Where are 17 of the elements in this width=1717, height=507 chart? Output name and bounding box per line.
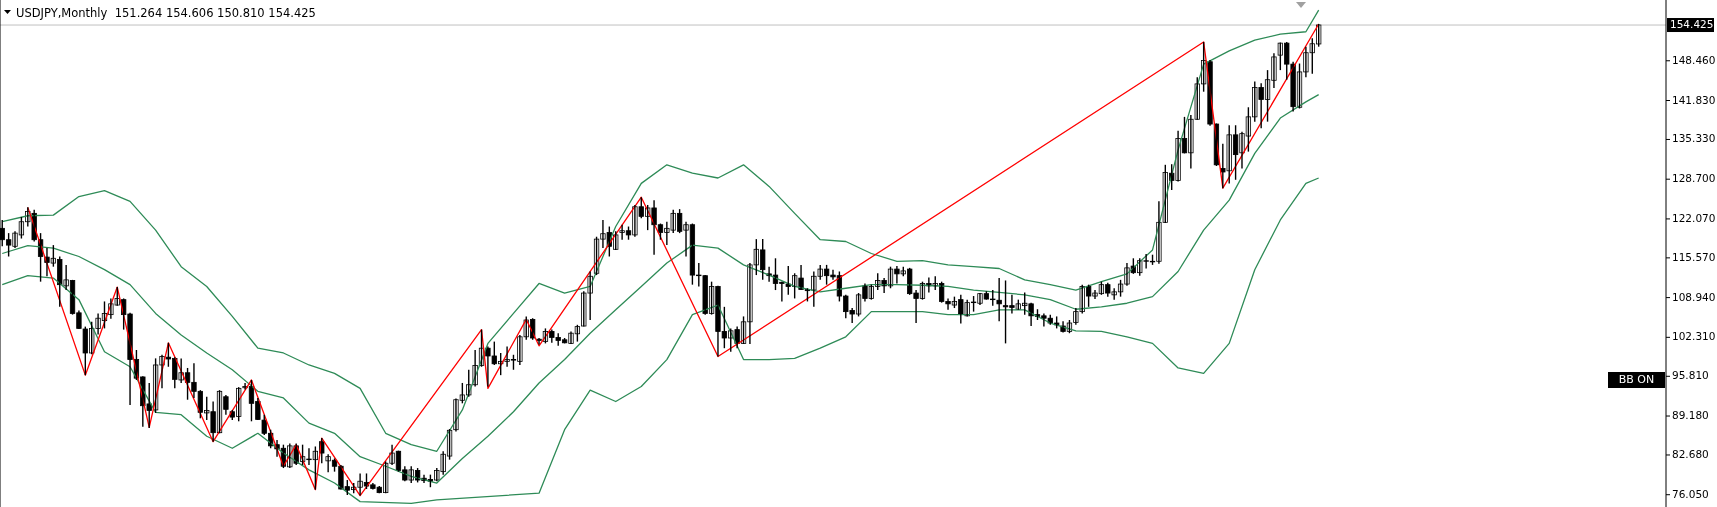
y-tick-label: 82.680	[1672, 447, 1709, 460]
y-tick-label: 95.810	[1672, 369, 1709, 382]
y-tick-label: 102.310	[1672, 330, 1716, 343]
y-tick-label: 135.330	[1672, 132, 1716, 145]
line-series	[1, 94, 1320, 484]
y-tick-label: 122.070	[1672, 211, 1716, 224]
y-tick-label: 108.940	[1672, 290, 1716, 303]
y-tick-label: 141.830	[1672, 93, 1716, 106]
y-tick-label: 76.050	[1672, 487, 1709, 500]
y-tick-label: 148.460	[1672, 53, 1716, 66]
annotation: BB ON	[1618, 373, 1655, 386]
y-tick-label: 128.700	[1672, 172, 1716, 185]
y-tick-label: 89.180	[1672, 409, 1709, 422]
y-tick-label: 115.570	[1672, 250, 1716, 263]
ref-line-label: 154.425	[1670, 18, 1714, 31]
line-series	[1, 177, 1320, 505]
text: USDJPY,Monthly 151.264 154.606 150.810 154.425	[16, 5, 316, 20]
